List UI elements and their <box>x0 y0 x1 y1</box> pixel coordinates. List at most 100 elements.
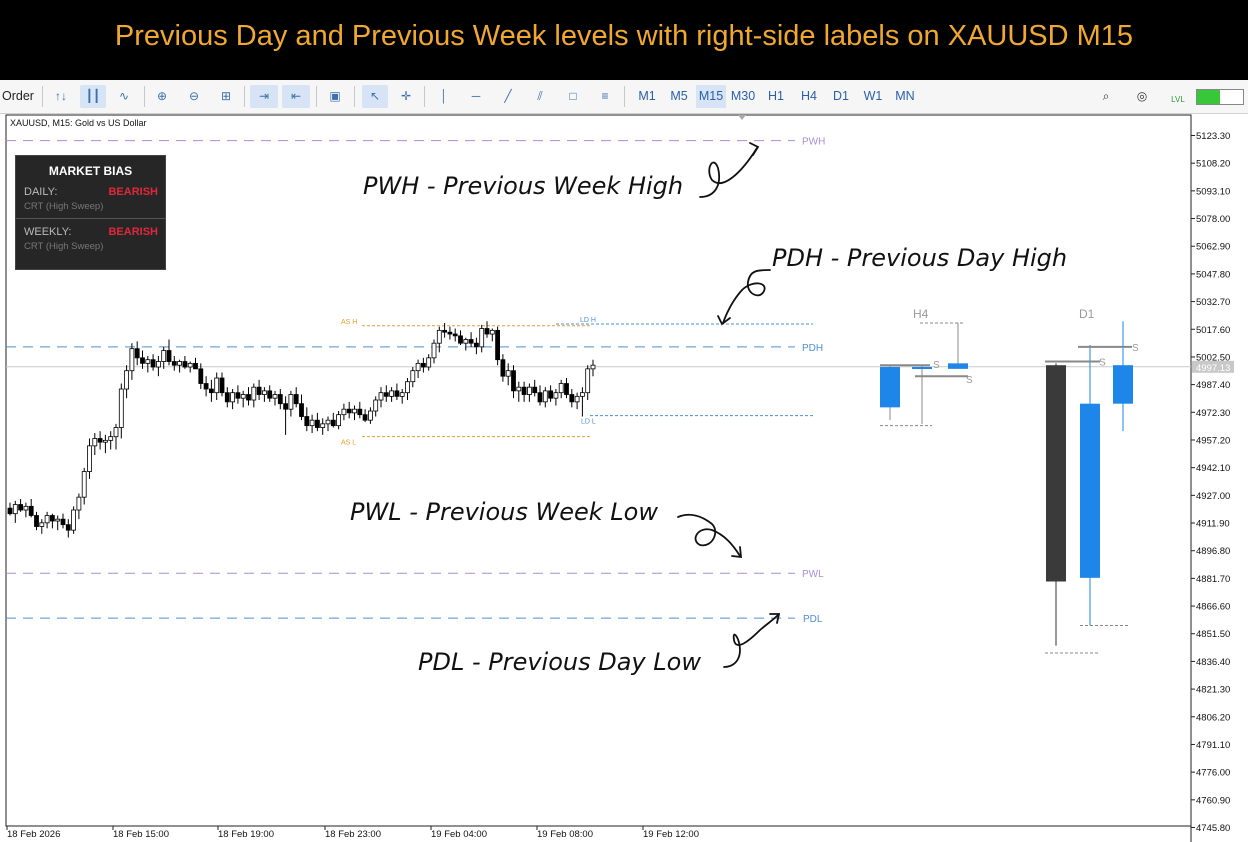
cursor-icon[interactable]: ↖ <box>362 85 388 108</box>
candle-body <box>320 423 326 428</box>
candle-body <box>44 515 50 524</box>
bias-divider <box>16 218 165 219</box>
d1-label: D1 <box>1079 307 1095 321</box>
x-tick-label: 19 Feb 04:00 <box>431 829 487 840</box>
timeframe-m30[interactable]: M30 <box>730 89 756 103</box>
candle-body <box>314 419 320 428</box>
y-tick-label: 4972.30 <box>1196 408 1230 419</box>
candle-body <box>34 515 39 527</box>
candle-body <box>124 370 129 390</box>
candle-body <box>145 359 151 364</box>
timeframe-m15[interactable]: M15 <box>696 85 726 108</box>
candle-body <box>479 328 485 348</box>
x-tick-label: 18 Feb 19:00 <box>218 829 274 840</box>
line-chart-icon[interactable]: ↑↓ <box>55 89 67 103</box>
candle-body <box>468 339 474 344</box>
h4-candle <box>948 363 968 369</box>
candle-body <box>447 331 453 335</box>
screenshot-icon[interactable]: ▣ <box>329 89 341 103</box>
candle-body <box>60 518 66 526</box>
fibonacci-icon[interactable]: ≡ <box>601 89 609 103</box>
y-tick-label: 4911.90 <box>1196 519 1230 530</box>
candle-body <box>420 362 426 368</box>
d1-candle <box>1113 365 1133 404</box>
x-tick-label: 18 Feb 15:00 <box>113 829 169 840</box>
candle-body <box>458 335 463 344</box>
timeframe-mn[interactable]: MN <box>895 89 915 103</box>
chart-shift-icon[interactable]: ⇤ <box>282 85 310 108</box>
weekly-bias-value: BEARISH <box>108 226 158 238</box>
grid-icon[interactable]: ⊞ <box>220 89 232 103</box>
timeframe-d1[interactable]: D1 <box>833 89 849 103</box>
timeframe-m5[interactable]: M5 <box>670 89 688 103</box>
horizontal-line-icon[interactable]: ─ <box>471 89 481 103</box>
zoom-in-icon[interactable]: ⊕ <box>156 89 168 103</box>
y-tick-label: 4927.00 <box>1196 491 1230 502</box>
y-tick-label: 4760.90 <box>1196 795 1230 806</box>
candle-body <box>495 329 501 361</box>
account-icon[interactable]: ◎ <box>1136 89 1148 103</box>
search-icon[interactable]: ⌕ <box>1102 89 1110 103</box>
pwl-arrow <box>677 513 741 557</box>
candle-body <box>235 392 241 399</box>
candle-body <box>177 361 183 366</box>
new-order-button[interactable]: Order <box>2 89 34 103</box>
d1-s-label: S <box>1132 343 1139 354</box>
autoscroll-icon[interactable]: ⇥ <box>250 85 278 108</box>
candle-body <box>516 386 522 392</box>
candle-body <box>553 392 559 399</box>
candle-body <box>261 390 267 395</box>
candle-body <box>352 408 357 414</box>
candle-body <box>155 361 161 368</box>
candlestick-icon[interactable]: ∿ <box>118 89 130 103</box>
y-tick-label: 4776.00 <box>1196 768 1230 779</box>
signal-icon[interactable]: LVL <box>1171 95 1185 104</box>
timeframe-w1[interactable]: W1 <box>863 89 883 103</box>
timeframe-h4[interactable]: H4 <box>801 89 817 103</box>
candle-body <box>558 383 564 394</box>
candle-body <box>346 408 352 414</box>
y-tick-label: 5017.60 <box>1196 325 1230 336</box>
daily-bias-label: DAILY: <box>24 186 58 198</box>
zoom-out-icon[interactable]: ⊖ <box>188 89 200 103</box>
candle-body <box>240 394 246 399</box>
trendline-icon[interactable]: ╱ <box>504 89 512 103</box>
candle-body <box>394 390 400 397</box>
candle-body <box>118 388 124 428</box>
candle-body <box>230 392 236 403</box>
candle-body <box>39 522 45 527</box>
rectangle-icon[interactable]: □ <box>569 89 577 103</box>
candle-body <box>415 362 421 372</box>
candle-body <box>484 328 490 335</box>
timeframe-h1[interactable]: H1 <box>768 89 784 103</box>
x-tick-label: 18 Feb 2026 <box>7 829 60 840</box>
vertical-line-icon[interactable]: │ <box>440 89 448 103</box>
y-tick-label: 4866.60 <box>1196 602 1230 613</box>
candle-body <box>330 419 336 427</box>
pdl-arrow <box>723 614 779 668</box>
daily-bias-value: BEARISH <box>108 186 158 198</box>
timeframe-m1[interactable]: M1 <box>638 89 656 103</box>
candle-body <box>378 392 384 401</box>
channel-icon[interactable]: ⫽ <box>537 89 543 103</box>
crosshair-icon[interactable]: ✛ <box>400 89 412 103</box>
plot-frame <box>5 114 1192 827</box>
candle-body <box>28 505 34 516</box>
candle-body <box>542 390 548 403</box>
candle-body <box>511 370 516 392</box>
pwh-label: PWH <box>802 137 825 148</box>
candle-body <box>251 386 257 401</box>
bar-chart-icon[interactable]: ┃┃ <box>80 85 106 108</box>
d1-candle <box>1080 403 1100 578</box>
candle-body <box>277 394 283 405</box>
y-tick-label: 4806.20 <box>1196 712 1230 723</box>
candle-body <box>198 368 204 384</box>
candle-body <box>521 386 527 395</box>
candle-body <box>357 408 363 416</box>
candle-body <box>410 370 416 383</box>
d1-s-label: S <box>1099 358 1106 369</box>
banner-title: Previous Day and Previous Week levels wi… <box>114 20 1134 52</box>
candle-body <box>399 392 405 397</box>
candle-body <box>187 362 193 368</box>
